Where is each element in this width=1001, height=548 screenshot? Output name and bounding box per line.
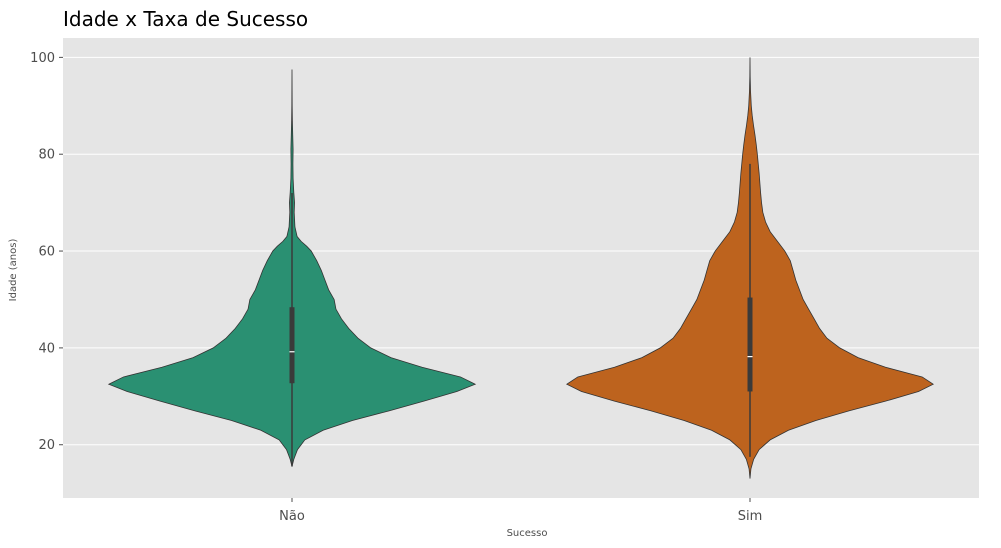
x-tick-label: Sim — [738, 509, 763, 524]
violin-iqr-box — [747, 297, 753, 392]
x-tick-label: Não — [279, 509, 305, 524]
y-tick-label: 60 — [38, 245, 55, 260]
x-axis-ticks: Não Sim — [279, 498, 762, 524]
y-tick-label: 80 — [38, 148, 55, 163]
y-axis-ticks: 20 40 60 80 100 — [30, 51, 63, 453]
violin-1 — [107, 69, 477, 467]
y-tick-label: 40 — [38, 341, 55, 356]
chart-title: Idade x Taxa de Sucesso — [63, 7, 308, 31]
x-axis-label: Sucesso — [507, 528, 548, 539]
violin-2 — [565, 57, 935, 479]
violin-iqr-box — [289, 307, 295, 384]
y-tick-label: 100 — [30, 51, 55, 66]
y-axis-label: Idade (anos) — [8, 239, 19, 302]
plot-area — [63, 38, 979, 498]
y-tick-label: 20 — [38, 438, 55, 453]
violins — [107, 57, 935, 479]
